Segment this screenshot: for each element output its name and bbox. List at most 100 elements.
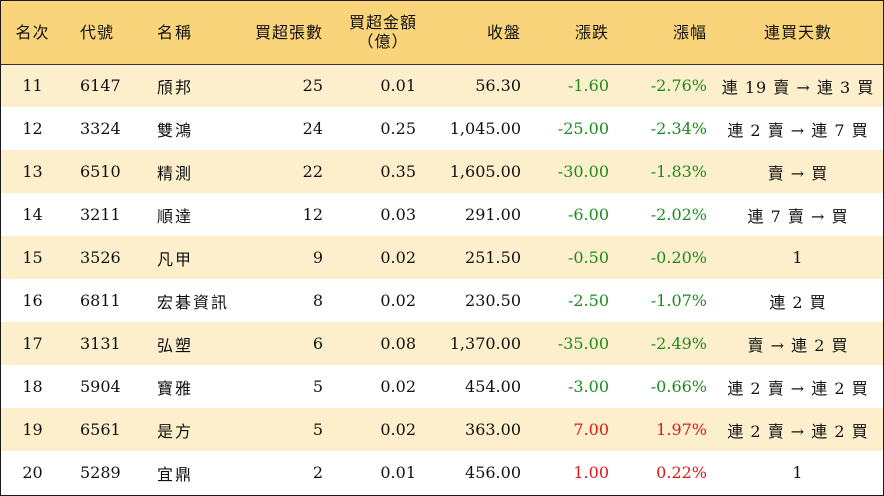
cell-change: 7.00 bbox=[573, 420, 609, 439]
header-close: 收盤 bbox=[486, 22, 521, 42]
cell-consecutive-days: 連 2 賣 → 連 2 買 bbox=[727, 378, 869, 398]
table-row: 17 3131 弘塑 6 0.08 1,370.00 -35.00 -2.49%… bbox=[1, 322, 883, 365]
cell-close: 363.00 bbox=[465, 420, 521, 439]
cell-close: 1,370.00 bbox=[449, 334, 521, 353]
cell-code: 3324 bbox=[80, 119, 121, 138]
cell-rank: 14 bbox=[22, 205, 43, 224]
table-row: 18 5904 寶雅 5 0.02 454.00 -3.00 -0.66% 連 … bbox=[1, 365, 883, 408]
cell-change-pct: -0.20% bbox=[650, 248, 707, 267]
table-header-row: 名次 代號 名稱 買超張數 買超金額 （億） 收盤 漲跌 漲幅 連買天數 bbox=[1, 1, 883, 64]
cell-net-buy-lots: 8 bbox=[312, 291, 323, 310]
cell-consecutive-days: 連 2 賣 → 連 2 買 bbox=[727, 421, 869, 441]
cell-change: -30.00 bbox=[557, 162, 609, 181]
cell-close: 230.50 bbox=[465, 291, 521, 310]
cell-name: 精測 bbox=[157, 163, 194, 183]
cell-name: 頎邦 bbox=[157, 77, 194, 97]
cell-consecutive-days: 連 19 賣 → 連 3 買 bbox=[721, 77, 875, 97]
header-name: 名稱 bbox=[157, 22, 194, 42]
cell-net-buy-lots: 6 bbox=[312, 334, 323, 353]
cell-net-buy-amount: 0.01 bbox=[380, 76, 416, 96]
cell-rank: 15 bbox=[22, 248, 43, 267]
cell-name: 弘塑 bbox=[157, 335, 194, 355]
cell-change-pct: 1.97% bbox=[656, 420, 707, 439]
cell-close: 456.00 bbox=[465, 463, 521, 482]
table-row: 15 3526 凡甲 9 0.02 251.50 -0.50 -0.20% 1 bbox=[1, 236, 883, 279]
cell-rank: 13 bbox=[22, 162, 43, 181]
cell-name: 宏碁資訊 bbox=[157, 292, 230, 312]
cell-name: 寶雅 bbox=[157, 378, 194, 398]
cell-change-pct: 0.22% bbox=[656, 463, 707, 482]
cell-change-pct: -2.76% bbox=[650, 76, 707, 96]
cell-net-buy-lots: 25 bbox=[302, 76, 323, 96]
cell-net-buy-amount: 0.25 bbox=[380, 119, 416, 138]
cell-net-buy-lots: 24 bbox=[302, 119, 323, 138]
cell-change: -1.60 bbox=[567, 76, 609, 96]
cell-close: 1,045.00 bbox=[449, 119, 521, 138]
cell-change: -0.50 bbox=[567, 248, 609, 267]
cell-close: 56.30 bbox=[475, 76, 521, 96]
cell-change: 1.00 bbox=[573, 463, 609, 482]
cell-net-buy-amount: 0.02 bbox=[380, 248, 416, 267]
cell-rank: 18 bbox=[22, 377, 43, 396]
cell-net-buy-amount: 0.02 bbox=[380, 377, 416, 396]
cell-net-buy-lots: 2 bbox=[312, 463, 323, 482]
table-row: 14 3211 順達 12 0.03 291.00 -6.00 -2.02% 連… bbox=[1, 193, 883, 236]
cell-net-buy-amount: 0.02 bbox=[380, 291, 416, 310]
cell-consecutive-days: 連 7 賣 → 買 bbox=[747, 206, 849, 226]
cell-change-pct: -0.66% bbox=[650, 377, 707, 396]
cell-net-buy-amount: 0.03 bbox=[380, 205, 416, 224]
cell-code: 3131 bbox=[80, 334, 121, 353]
cell-name: 順達 bbox=[157, 206, 194, 226]
cell-net-buy-amount: 0.02 bbox=[380, 420, 416, 439]
cell-change-pct: -1.83% bbox=[650, 162, 707, 181]
cell-name: 宜鼎 bbox=[157, 464, 194, 484]
cell-code: 6147 bbox=[80, 76, 121, 96]
table-row: 11 6147 頎邦 25 0.01 56.30 -1.60 -2.76% 連 … bbox=[1, 64, 883, 107]
cell-net-buy-lots: 5 bbox=[312, 377, 323, 396]
header-net-buy-amount-line2: （億） bbox=[357, 32, 409, 52]
cell-change: -2.50 bbox=[567, 291, 609, 310]
cell-rank: 19 bbox=[22, 420, 43, 439]
cell-code: 6510 bbox=[80, 162, 121, 181]
cell-code: 5904 bbox=[80, 377, 121, 396]
cell-consecutive-days: 1 bbox=[792, 248, 804, 267]
header-change-pct: 漲幅 bbox=[672, 22, 707, 42]
cell-consecutive-days: 賣 → 連 2 買 bbox=[747, 335, 849, 355]
cell-consecutive-days: 1 bbox=[792, 463, 804, 482]
cell-net-buy-lots: 5 bbox=[312, 420, 323, 439]
cell-rank: 11 bbox=[22, 76, 43, 96]
header-rank: 名次 bbox=[15, 22, 50, 42]
cell-name: 雙鴻 bbox=[157, 120, 194, 140]
cell-change-pct: -2.49% bbox=[650, 334, 707, 353]
table-row: 19 6561 是方 5 0.02 363.00 7.00 1.97% 連 2 … bbox=[1, 408, 883, 451]
cell-rank: 12 bbox=[22, 119, 43, 138]
header-change: 漲跌 bbox=[574, 22, 609, 42]
table-row: 12 3324 雙鴻 24 0.25 1,045.00 -25.00 -2.34… bbox=[1, 107, 883, 150]
cell-close: 1,605.00 bbox=[449, 162, 521, 181]
cell-net-buy-lots: 9 bbox=[312, 248, 323, 267]
table-row: 13 6510 精測 22 0.35 1,605.00 -30.00 -1.83… bbox=[1, 150, 883, 193]
header-net-buy-amount: 買超金額 （億） bbox=[327, 1, 425, 64]
cell-close: 251.50 bbox=[465, 248, 521, 267]
cell-change: -35.00 bbox=[557, 334, 609, 353]
cell-net-buy-lots: 12 bbox=[302, 205, 323, 224]
header-code: 代號 bbox=[80, 22, 115, 42]
cell-consecutive-days: 連 2 買 bbox=[769, 292, 827, 312]
cell-net-buy-amount: 0.08 bbox=[380, 334, 416, 353]
cell-code: 6811 bbox=[80, 291, 121, 310]
cell-code: 3211 bbox=[80, 205, 121, 224]
cell-change-pct: -2.34% bbox=[650, 119, 707, 138]
header-net-buy-lots: 買超張數 bbox=[254, 22, 323, 42]
cell-rank: 17 bbox=[22, 334, 43, 353]
cell-rank: 20 bbox=[22, 463, 43, 482]
cell-net-buy-amount: 0.35 bbox=[380, 162, 416, 181]
cell-close: 291.00 bbox=[465, 205, 521, 224]
table-row: 16 6811 宏碁資訊 8 0.02 230.50 -2.50 -1.07% … bbox=[1, 279, 883, 322]
cell-close: 454.00 bbox=[465, 377, 521, 396]
cell-name: 凡甲 bbox=[157, 249, 194, 269]
cell-code: 5289 bbox=[80, 463, 121, 482]
cell-code: 3526 bbox=[80, 248, 121, 267]
cell-net-buy-amount: 0.01 bbox=[380, 463, 416, 482]
cell-rank: 16 bbox=[22, 291, 43, 310]
